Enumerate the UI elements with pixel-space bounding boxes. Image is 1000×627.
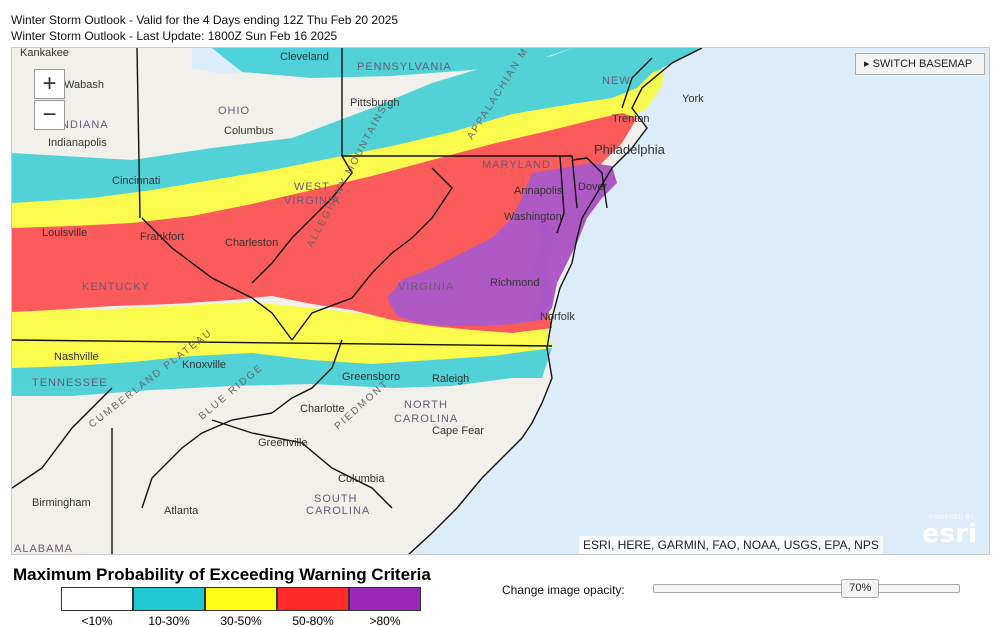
label-kankakee: Kankakee [20, 48, 69, 59]
coastline [408, 48, 703, 554]
label-maryland: MARYLAND [482, 159, 551, 171]
label-frankfort: Frankfort [140, 231, 184, 243]
legend-swatch [349, 587, 421, 611]
opacity-label: Change image opacity: [502, 583, 625, 597]
place-labels: Cleveland Pittsburgh Columbus Indianapol… [20, 48, 704, 517]
band-30-50 [12, 68, 664, 230]
label-tennessee: TENNESSEE [32, 377, 108, 389]
label-louisville: Louisville [42, 227, 87, 239]
label-atlanta: Atlanta [164, 505, 199, 517]
label-columbus: Columbus [224, 125, 274, 137]
label-norfolk: Norfolk [540, 311, 575, 323]
band-30-50-south [12, 302, 552, 368]
label-richmond: Richmond [490, 277, 540, 289]
label-nashville: Nashville [54, 351, 99, 363]
legend-label: <10% [81, 614, 113, 627]
legend-label: 10-30% [148, 614, 190, 627]
label-indianapolis: Indianapolis [48, 137, 107, 149]
label-raleigh: Raleigh [432, 373, 469, 385]
label-greenville: Greenville [258, 437, 308, 449]
label-cape-fear: Cape Fear [432, 425, 484, 437]
label-alabama: ALABAMA [14, 543, 73, 555]
legend-title: Maximum Probability of Exceeding Warning… [13, 565, 431, 584]
label-south-carolina-2: CAROLINA [306, 505, 370, 517]
label-dover: Dover [578, 181, 608, 193]
label-washington: Washington [504, 211, 562, 223]
opacity-slider-track[interactable] [653, 584, 960, 593]
last-update-header: Winter Storm Outlook - Last Update: 1800… [11, 29, 338, 43]
label-new-york: York [682, 93, 704, 105]
label-charleston: Charleston [225, 237, 278, 249]
label-north-carolina-2: CAROLINA [394, 413, 458, 425]
label-cincinnati: Cincinnati [112, 175, 160, 187]
legend-label: >80% [369, 614, 401, 627]
label-wabash: Wabash [64, 79, 104, 91]
esri-logo[interactable]: POWERED BY esri [917, 515, 987, 553]
label-indiana: INDIANA [57, 119, 109, 131]
switch-basemap-button[interactable]: ▸ SWITCH BASEMAP [855, 53, 985, 75]
map-canvas[interactable]: Cleveland Pittsburgh Columbus Indianapol… [12, 48, 990, 555]
probability-overlay [12, 48, 702, 396]
label-west-virginia-2: VIRGINIA [284, 195, 340, 207]
map-attribution: ESRI, HERE, GARMIN, FAO, NOAA, USGS, EPA… [579, 536, 883, 554]
map-view[interactable]: Cleveland Pittsburgh Columbus Indianapol… [11, 47, 990, 555]
label-knoxville: Knoxville [182, 359, 226, 371]
label-cleveland: Cleveland [280, 51, 329, 63]
legend-swatch [133, 587, 205, 611]
legend-swatch [205, 587, 277, 611]
legend-swatch [61, 587, 133, 611]
band-10-30-top [212, 48, 572, 78]
label-columbia: Columbia [338, 473, 385, 485]
esri-powered-by: POWERED BY [929, 515, 975, 521]
label-north-carolina-1: NORTH [404, 399, 448, 411]
opacity-slider-handle[interactable]: 70% [841, 579, 880, 598]
valid-period-header: Winter Storm Outlook - Valid for the 4 D… [11, 13, 399, 27]
label-pennsylvania: PENNSYLVANIA [357, 61, 452, 73]
label-trenton: Trenton [612, 113, 650, 125]
zoom-out-button[interactable]: − [34, 100, 65, 130]
state-borders [12, 48, 653, 554]
state-labels: PENNSYLVANIA OHIO INDIANA KENTUCKY WEST … [14, 61, 631, 555]
legend-swatch [277, 587, 349, 611]
label-new-jersey: NEW [602, 75, 631, 87]
label-birmingham: Birmingham [32, 497, 91, 509]
label-virginia: VIRGINIA [398, 281, 454, 293]
label-ohio: OHIO [218, 105, 250, 117]
label-south-carolina-1: SOUTH [314, 493, 358, 505]
label-west-virginia-1: WEST [294, 181, 330, 193]
label-philadelphia: Philadelphia [594, 142, 666, 157]
zoom-in-button[interactable]: + [34, 69, 65, 99]
band-gt-80 [387, 163, 617, 326]
legend-label: 50-80% [292, 614, 334, 627]
legend-label: 30-50% [220, 614, 262, 627]
label-pittsburgh: Pittsburgh [350, 97, 400, 109]
label-greensboro: Greensboro [342, 371, 400, 383]
label-annapolis: Annapolis [514, 185, 563, 197]
label-charlotte: Charlotte [300, 403, 345, 415]
label-kentucky: KENTUCKY [82, 281, 150, 293]
band-10-30 [12, 48, 702, 208]
esri-wordmark: esri [922, 519, 977, 549]
